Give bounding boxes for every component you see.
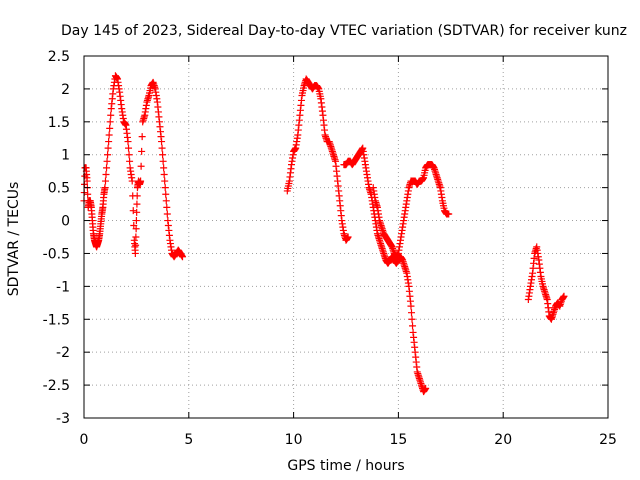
data-point bbox=[179, 253, 187, 261]
data-point bbox=[160, 164, 168, 172]
x-tick-label: 15 bbox=[389, 432, 407, 448]
data-point bbox=[159, 157, 167, 165]
data-point bbox=[106, 124, 114, 132]
x-tick-label: 0 bbox=[80, 432, 89, 448]
data-point bbox=[107, 111, 115, 119]
data-point bbox=[132, 241, 140, 249]
x-tick-label: 10 bbox=[285, 432, 303, 448]
y-tick-label: -0.5 bbox=[43, 246, 70, 262]
data-point bbox=[138, 133, 146, 141]
plot-frame bbox=[83, 55, 609, 419]
data-point bbox=[101, 177, 109, 185]
data-point bbox=[137, 177, 145, 185]
data-point bbox=[162, 197, 170, 205]
series-segment-5 bbox=[524, 243, 568, 323]
data-point bbox=[83, 177, 91, 185]
data-point bbox=[131, 249, 139, 257]
series-segment-1 bbox=[80, 72, 187, 261]
data-point bbox=[162, 190, 170, 198]
data-point bbox=[138, 147, 146, 155]
data-point bbox=[560, 292, 568, 300]
grid-lines bbox=[84, 56, 608, 418]
data-point bbox=[125, 151, 133, 159]
data-point bbox=[84, 190, 92, 198]
y-tick-label: -1 bbox=[56, 279, 70, 295]
data-point bbox=[445, 210, 453, 218]
y-tick-label: 0.5 bbox=[48, 181, 70, 197]
y-tick-label: -3 bbox=[56, 411, 70, 427]
data-point bbox=[344, 233, 352, 241]
data-point bbox=[125, 144, 133, 152]
data-point bbox=[132, 225, 140, 233]
data-point bbox=[124, 138, 132, 146]
x-tick-label: 5 bbox=[184, 432, 193, 448]
y-tick-label: -2.5 bbox=[43, 378, 70, 394]
data-point bbox=[160, 170, 168, 178]
x-tick-label: 25 bbox=[599, 432, 617, 448]
data-point bbox=[407, 302, 415, 310]
y-tick-label: 1.5 bbox=[48, 115, 70, 131]
y-tick-label: -1.5 bbox=[43, 312, 70, 328]
data-point bbox=[126, 157, 134, 165]
x-tick-labels: 0 5 10 15 20 25 bbox=[80, 432, 617, 448]
data-point bbox=[103, 157, 111, 165]
data-point bbox=[422, 384, 430, 392]
series-segment-2 bbox=[283, 75, 352, 244]
x-axis-title: GPS time / hours bbox=[287, 458, 404, 474]
data-point bbox=[105, 138, 113, 146]
data-point bbox=[104, 151, 112, 159]
y-tick-labels: -3 -2.5 -2 -1.5 -1 -0.5 0 0.5 1 1.5 2 2.5 bbox=[43, 49, 70, 427]
data-point bbox=[158, 144, 166, 152]
data-points bbox=[80, 72, 568, 396]
series-segment-4 bbox=[369, 161, 453, 261]
data-point bbox=[408, 309, 415, 317]
data-point bbox=[128, 177, 136, 185]
axis-ticks bbox=[83, 55, 609, 419]
y-tick-label: 2.5 bbox=[48, 49, 70, 65]
data-point bbox=[137, 162, 145, 170]
y-tick-label: 2 bbox=[61, 82, 70, 98]
data-point bbox=[161, 177, 169, 185]
y-tick-label: 1 bbox=[61, 148, 70, 164]
data-point bbox=[163, 203, 171, 211]
chart-title: Day 145 of 2023, Sidereal Day-to-day VTE… bbox=[61, 23, 627, 39]
data-point bbox=[163, 210, 171, 218]
data-point bbox=[161, 184, 169, 192]
data-point bbox=[103, 164, 111, 172]
data-point bbox=[158, 138, 166, 146]
x-tick-label: 20 bbox=[494, 432, 512, 448]
data-point bbox=[129, 207, 137, 215]
data-point bbox=[132, 217, 140, 225]
data-point bbox=[105, 131, 113, 139]
data-point bbox=[102, 170, 110, 178]
data-point bbox=[133, 192, 141, 200]
data-point bbox=[133, 208, 141, 216]
y-tick-label: -2 bbox=[56, 345, 70, 361]
y-axis-title: SDTVAR / TECUs bbox=[6, 182, 22, 297]
data-point bbox=[104, 144, 112, 152]
y-tick-label: 0 bbox=[61, 214, 70, 230]
data-point bbox=[106, 118, 114, 126]
data-point bbox=[132, 233, 140, 241]
data-point bbox=[159, 151, 167, 159]
series-segment-3 bbox=[340, 144, 430, 396]
data-point bbox=[133, 200, 141, 208]
data-point bbox=[101, 184, 109, 192]
data-point bbox=[408, 315, 416, 323]
data-point bbox=[409, 322, 417, 330]
